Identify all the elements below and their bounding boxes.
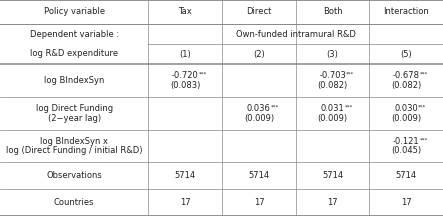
Text: (0.009): (0.009) [318, 114, 348, 123]
Text: (0.082): (0.082) [391, 81, 421, 90]
Text: Countries: Countries [54, 198, 94, 207]
Text: Interaction: Interaction [383, 7, 429, 16]
Text: (0.009): (0.009) [391, 114, 421, 123]
Text: 5714: 5714 [249, 171, 269, 180]
Text: ***: *** [420, 137, 428, 142]
Text: (5): (5) [400, 49, 412, 59]
Text: 0.036: 0.036 [247, 104, 271, 113]
Text: 5714: 5714 [396, 171, 417, 180]
Text: -0.703: -0.703 [319, 71, 346, 80]
Text: (3): (3) [326, 49, 338, 59]
Text: ***: *** [198, 72, 207, 77]
Text: (0.009): (0.009) [244, 114, 274, 123]
Text: 0.031: 0.031 [321, 104, 345, 113]
Text: ***: *** [418, 105, 426, 110]
Text: log BIndexSyn: log BIndexSyn [44, 76, 105, 85]
Text: -0.121: -0.121 [393, 137, 420, 146]
Text: Policy variable: Policy variable [44, 7, 105, 16]
Text: 5714: 5714 [322, 171, 343, 180]
Text: 5714: 5714 [175, 171, 196, 180]
Text: log R&D expenditure: log R&D expenditure [30, 49, 118, 59]
Text: (0.082): (0.082) [318, 81, 348, 90]
Text: Observations: Observations [47, 171, 102, 180]
Text: 17: 17 [180, 198, 190, 207]
Text: ***: *** [345, 105, 353, 110]
Text: Both: Both [323, 7, 342, 16]
Text: Own-funded intramural R&D: Own-funded intramural R&D [236, 30, 356, 38]
Text: -0.720: -0.720 [172, 71, 198, 80]
Text: Dependent variable :: Dependent variable : [30, 30, 119, 38]
Text: (2): (2) [253, 49, 265, 59]
Text: ***: *** [271, 105, 279, 110]
Text: (0.083): (0.083) [170, 81, 200, 90]
Text: 17: 17 [253, 198, 264, 207]
Text: Direct: Direct [246, 7, 272, 16]
Text: 17: 17 [401, 198, 412, 207]
Text: log BIndexSyn x: log BIndexSyn x [40, 137, 108, 146]
Text: 0.030: 0.030 [394, 104, 418, 113]
Text: log (Direct Funding / initial R&D): log (Direct Funding / initial R&D) [6, 146, 143, 155]
Text: 17: 17 [327, 198, 338, 207]
Text: (2−year lag): (2−year lag) [48, 114, 101, 123]
Text: (1): (1) [179, 49, 191, 59]
Text: log Direct Funding: log Direct Funding [35, 104, 113, 113]
Text: Tax: Tax [179, 7, 192, 16]
Text: ***: *** [420, 72, 428, 77]
Text: (0.045): (0.045) [391, 146, 421, 155]
Text: -0.678: -0.678 [392, 71, 420, 80]
Text: ***: *** [346, 72, 354, 77]
